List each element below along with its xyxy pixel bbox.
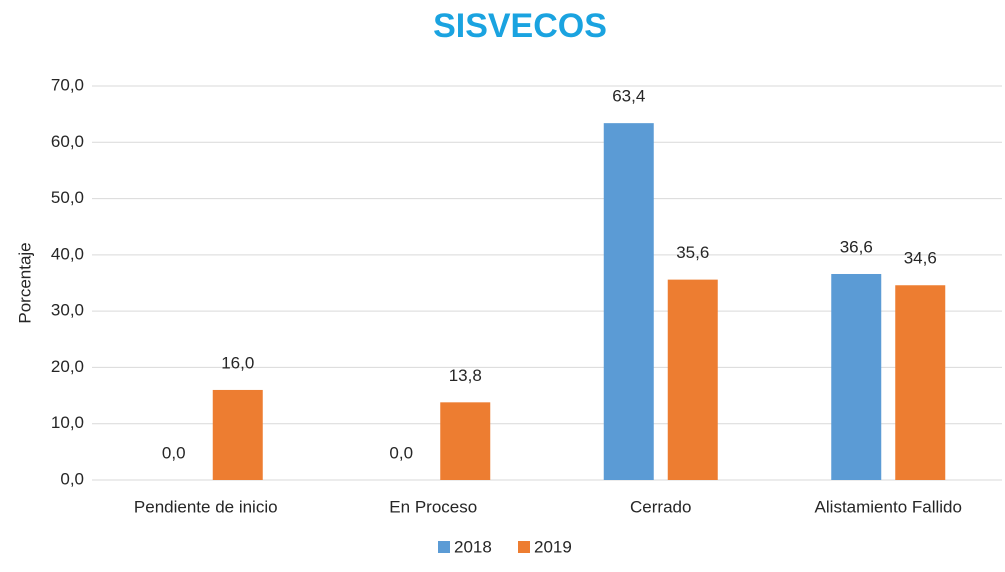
data-label: 0,0	[389, 443, 413, 462]
x-tick-label: Pendiente de inicio	[134, 497, 278, 516]
data-label: 16,0	[221, 353, 254, 372]
y-axis-label: Porcentaje	[15, 242, 34, 323]
data-label: 0,0	[162, 443, 186, 462]
bar	[440, 402, 491, 480]
x-tick-label: Alistamiento Fallido	[815, 497, 962, 516]
data-label: 13,8	[449, 366, 482, 385]
x-tick-label: Cerrado	[630, 497, 691, 516]
bar	[895, 285, 946, 480]
data-label: 36,6	[840, 237, 873, 256]
legend-swatch	[438, 541, 450, 553]
y-tick-label: 40,0	[51, 244, 84, 263]
y-tick-label: 50,0	[51, 188, 84, 207]
legend-label: 2019	[534, 537, 572, 556]
y-tick-label: 20,0	[51, 357, 84, 376]
data-label: 34,6	[904, 249, 937, 268]
y-tick-label: 70,0	[51, 75, 84, 94]
x-tick-label: En Proceso	[389, 497, 477, 516]
data-label: 63,4	[612, 87, 645, 106]
data-label: 35,6	[676, 243, 709, 262]
legend-swatch	[518, 541, 530, 553]
y-tick-label: 30,0	[51, 301, 84, 320]
bar	[831, 273, 882, 480]
bar	[603, 123, 654, 481]
y-tick-label: 0,0	[60, 469, 84, 488]
bar	[212, 389, 263, 480]
bar	[667, 279, 718, 480]
legend-label: 2018	[454, 537, 492, 556]
chart-title: SISVECOS	[433, 7, 607, 45]
y-tick-label: 10,0	[51, 413, 84, 432]
y-tick-label: 60,0	[51, 132, 84, 151]
